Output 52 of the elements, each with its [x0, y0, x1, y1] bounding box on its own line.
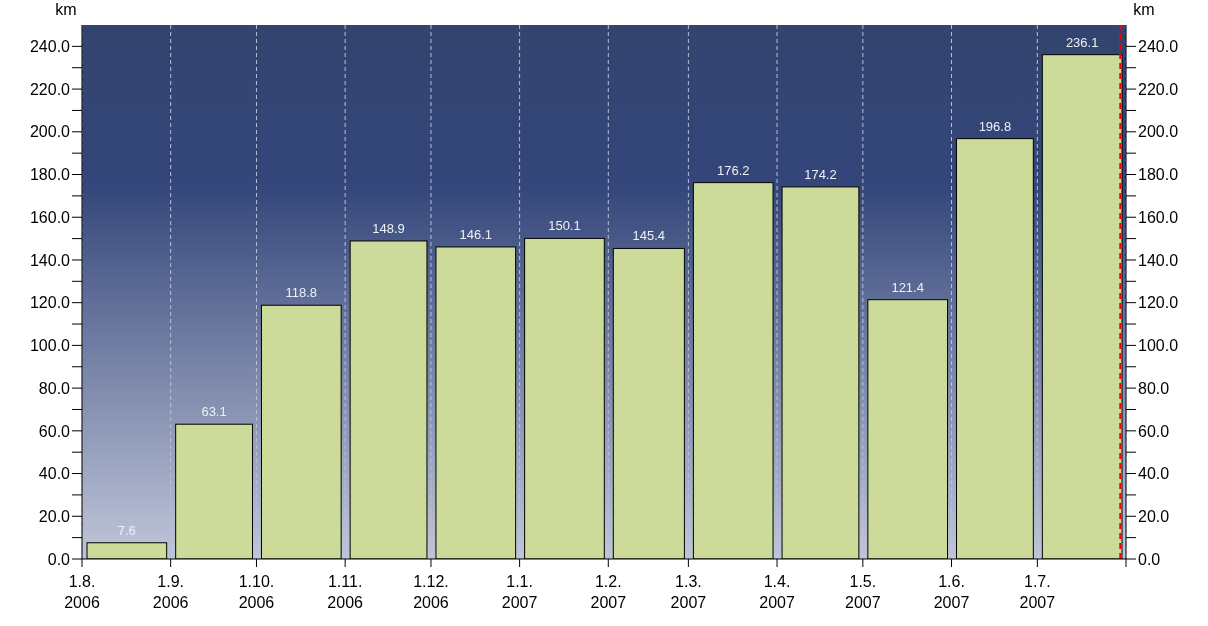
x-tick-label: 1.5. 2007 — [845, 573, 881, 611]
x-tick-label: 1.4. 2007 — [759, 573, 795, 611]
y-tick-label: 160.0 — [29, 208, 71, 226]
y-tick-label: 100.0 — [29, 337, 71, 355]
y-tick-label: 220.0 — [29, 80, 71, 98]
x-tick-label: 1.7. 2007 — [1019, 573, 1056, 611]
y-tick-label: 240.0 — [29, 38, 71, 56]
y-tick-label: 60.0 — [38, 422, 71, 440]
data-label: 176.2 — [716, 162, 750, 178]
y2-tick-label: 80.0 — [1138, 379, 1170, 397]
data-label: 121.4 — [891, 279, 924, 295]
x-tick-label: 1.12. 2006 — [413, 573, 449, 611]
x-tick-label: 1.9. 2006 — [152, 573, 189, 611]
data-label: 174.2 — [804, 166, 837, 182]
y2-tick-label: 160.0 — [1138, 208, 1179, 226]
y-tick-label: 80.0 — [38, 379, 71, 397]
x-tick-label: 1.10. 2006 — [238, 573, 275, 611]
data-label: 118.8 — [285, 285, 318, 301]
data-label: 150.1 — [548, 218, 581, 234]
x-tick-label: 1.11. 2006 — [327, 573, 364, 611]
x-tick-label: 1.3. 2007 — [670, 573, 707, 611]
y-tick-label: 20.0 — [38, 507, 71, 525]
y-tick-label: 40.0 — [38, 465, 71, 483]
y2-tick-label: 0.0 — [1138, 550, 1161, 568]
x-tick-label: 1.8. 2006 — [64, 573, 100, 611]
y-tick-label: 200.0 — [29, 123, 71, 141]
y2-tick-label: 180.0 — [1138, 166, 1179, 184]
data-label: 236.1 — [1065, 34, 1099, 50]
data-label: 196.8 — [978, 118, 1012, 134]
y2-tick-label: 140.0 — [1138, 251, 1179, 269]
data-label: 148.9 — [372, 220, 405, 236]
y2-tick-label: 40.0 — [1138, 465, 1170, 483]
x-tick-label: 1.2. 2007 — [590, 573, 627, 611]
y2-axis-title: km — [1133, 1, 1155, 18]
y2-tick-label: 240.0 — [1138, 38, 1179, 56]
data-label: 145.4 — [632, 228, 666, 244]
y2-tick-label: 120.0 — [1138, 294, 1179, 312]
y2-tick-label: 60.0 — [1138, 422, 1170, 440]
y-axis-title: km — [55, 1, 77, 18]
y-tick-label: 180.0 — [29, 166, 71, 184]
y2-tick-label: 220.0 — [1138, 80, 1179, 98]
data-label: 63.1 — [201, 404, 227, 420]
y-tick-label: 120.0 — [29, 294, 71, 312]
y2-tick-label: 100.0 — [1138, 337, 1179, 355]
x-tick-label: 1.1. 2007 — [501, 573, 538, 611]
data-label: 146.1 — [459, 226, 493, 242]
data-label: 7.6 — [117, 522, 136, 538]
x-tick-label: 1.6. 2007 — [933, 573, 970, 611]
y2-tick-label: 200.0 — [1138, 123, 1179, 141]
y-tick-label: 0.0 — [47, 550, 71, 568]
y2-tick-label: 20.0 — [1138, 507, 1170, 525]
y-tick-label: 140.0 — [29, 251, 71, 269]
